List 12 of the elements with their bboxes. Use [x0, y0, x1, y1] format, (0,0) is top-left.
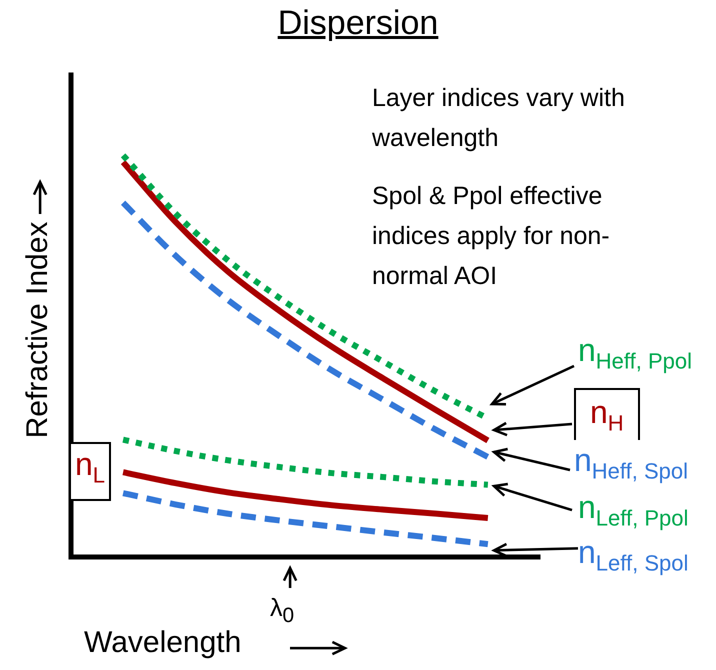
text: n$_{Heff, Spol}$	[574, 442, 688, 484]
series-label: n$_{L}$	[75, 446, 106, 488]
y-axis-title: Refractive Index	[21, 222, 55, 438]
text: Layer indices vary with wavelength	[372, 83, 626, 154]
text: n$_{Leff, Spol}$	[578, 534, 688, 576]
text: n$_{H}$	[590, 394, 624, 436]
text: λ$_{0}$	[270, 593, 296, 629]
text: n$_{Leff, Ppol}$	[578, 489, 688, 530]
chart-title: Dispersion	[276, 4, 440, 43]
annotation: Spol & Ppol effective indices apply for non-normal AOI	[372, 181, 611, 292]
x-axis-title: Wavelength	[84, 626, 242, 660]
text: n$_{Heff, Ppol}$	[578, 332, 692, 374]
